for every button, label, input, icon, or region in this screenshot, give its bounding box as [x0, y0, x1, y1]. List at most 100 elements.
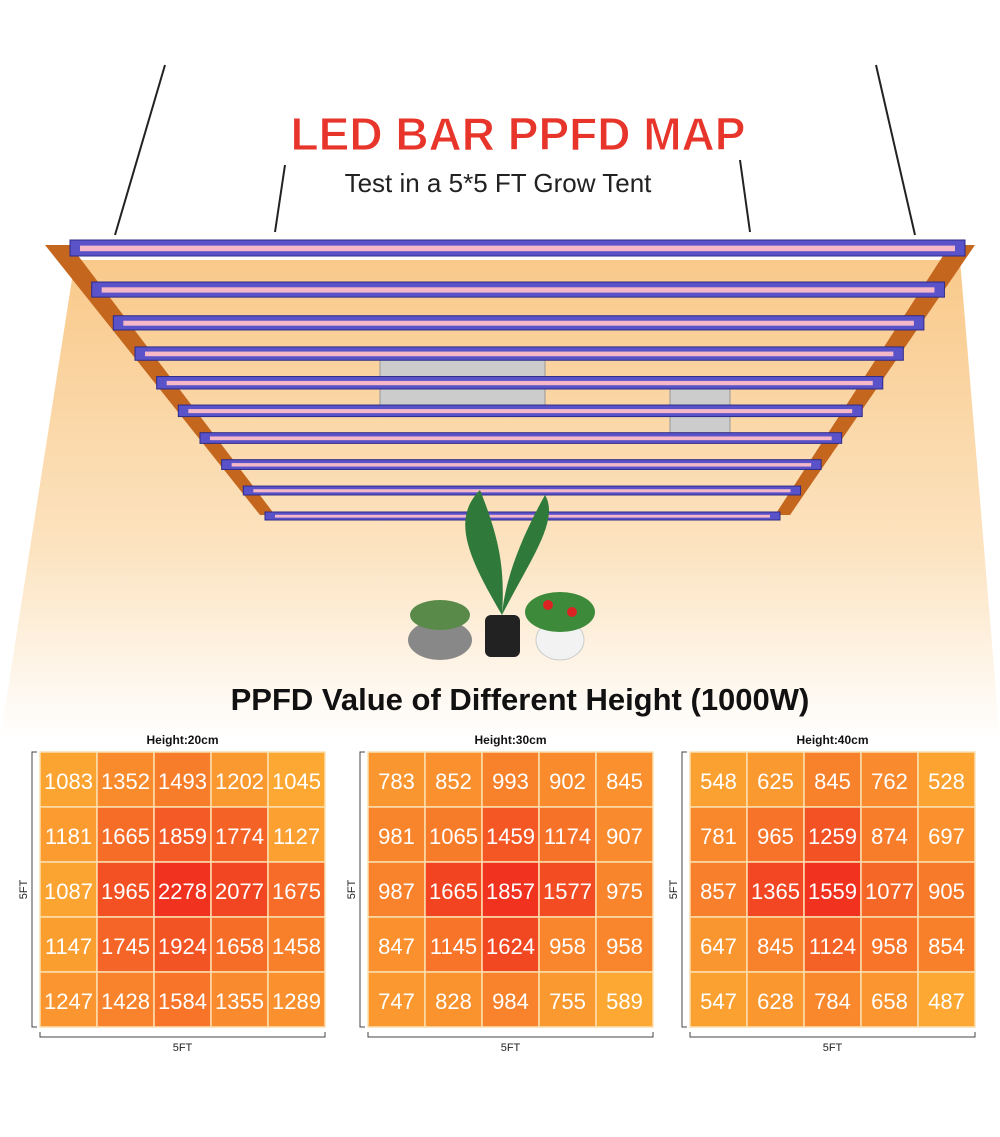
- ppfd-value: 1259: [808, 824, 857, 849]
- ppfd-value: 847: [378, 934, 415, 959]
- heat-cell: [39, 806, 98, 863]
- ppfd-value: 1859: [158, 824, 207, 849]
- hanging-wire: [114, 64, 166, 236]
- ppfd-value: 625: [757, 769, 794, 794]
- heat-cell: [689, 916, 748, 973]
- heat-cell: [267, 806, 326, 863]
- ppfd-value: 2278: [158, 879, 207, 904]
- heat-cell: [917, 861, 976, 918]
- ppfd-value: 1428: [101, 989, 150, 1014]
- heat-cell: [481, 971, 540, 1028]
- ppfd-value: 981: [378, 824, 415, 849]
- heat-cell: [595, 751, 654, 808]
- ppfd-value: 1289: [272, 989, 321, 1014]
- heat-cell: [367, 971, 426, 1028]
- plants: [408, 490, 595, 661]
- heat-cell: [860, 971, 919, 1028]
- ppfd-value: 1127: [273, 824, 320, 849]
- heat-cell: [538, 916, 597, 973]
- led-fixture: [45, 64, 975, 521]
- map-title: Height:20cm: [146, 733, 218, 747]
- side-label: 5FT: [668, 879, 680, 899]
- side-bracket: [359, 751, 365, 1028]
- ppfd-map: Height:40cm 548 625 845 762 528 781 965 1259 874 6…: [668, 733, 976, 1054]
- hanging-wire: [875, 64, 916, 236]
- ppfd-value: 1077: [865, 879, 914, 904]
- heat-cell: [424, 751, 483, 808]
- hanging-wire: [739, 159, 751, 233]
- ppfd-value: 828: [435, 989, 472, 1014]
- led-strip: [166, 380, 873, 386]
- bottom-label: 5FT: [501, 1042, 521, 1054]
- ppfd-value: 845: [606, 769, 643, 794]
- side-label: 5FT: [18, 879, 30, 899]
- heat-cell: [210, 806, 269, 863]
- heat-cell: [424, 916, 483, 973]
- ppfd-value: 2077: [215, 879, 264, 904]
- heat-cell: [96, 861, 155, 918]
- ppfd-value: 1745: [101, 934, 150, 959]
- heat-cell: [481, 806, 540, 863]
- ppfd-value: 1665: [101, 824, 150, 849]
- ppfd-value: 1065: [429, 824, 478, 849]
- section-title: PPFD Value of Different Height (1000W): [231, 682, 810, 717]
- led-strip: [253, 489, 791, 493]
- ppfd-value: 548: [700, 769, 737, 794]
- heat-cell: [367, 806, 426, 863]
- ppfd-value: 628: [757, 989, 794, 1014]
- ppfd-value: 1087: [44, 879, 93, 904]
- heat-cell: [424, 806, 483, 863]
- heat-cell: [210, 751, 269, 808]
- ppfd-value: 845: [814, 769, 851, 794]
- heat-cell: [481, 916, 540, 973]
- led-strip: [80, 245, 955, 252]
- led-strip: [188, 409, 853, 414]
- heat-cell: [803, 971, 862, 1028]
- bottom-label: 5FT: [173, 1042, 193, 1054]
- title: LED BAR PPFD MAP: [291, 108, 746, 160]
- heat-cell: [96, 751, 155, 808]
- pot: [408, 620, 472, 660]
- ppfd-value: 902: [549, 769, 586, 794]
- ppfd-value: 1459: [486, 824, 535, 849]
- ppfd-value: 647: [700, 934, 737, 959]
- plant: [465, 490, 550, 615]
- heat-cell: [153, 861, 212, 918]
- ppfd-value: 1145: [430, 934, 477, 959]
- ppfd-value: 528: [928, 769, 965, 794]
- heat-cell: [210, 916, 269, 973]
- heat-cell: [96, 916, 155, 973]
- ppfd-value: 1559: [808, 879, 857, 904]
- heat-cell: [96, 806, 155, 863]
- led-strip: [275, 514, 770, 518]
- ppfd-value: 984: [492, 989, 529, 1014]
- heat-cell: [538, 806, 597, 863]
- ppfd-value: 1493: [158, 769, 207, 794]
- heat-cell: [39, 971, 98, 1028]
- ppfd-value: 1624: [486, 934, 535, 959]
- heat-cell: [210, 861, 269, 918]
- ppfd-value: 1247: [44, 989, 93, 1014]
- ppfd-value: 987: [378, 879, 415, 904]
- ppfd-value: 905: [928, 879, 965, 904]
- ppfd-value: 658: [871, 989, 908, 1014]
- ppfd-value: 857: [700, 879, 737, 904]
- map-title: Height:30cm: [474, 733, 546, 747]
- ppfd-value: 1045: [272, 769, 321, 794]
- heat-cell: [689, 751, 748, 808]
- ppfd-value: 784: [814, 989, 851, 1014]
- ppfd-value: 845: [757, 934, 794, 959]
- heat-cell: [746, 751, 805, 808]
- ppfd-value: 1181: [45, 824, 92, 849]
- heat-cell: [39, 751, 98, 808]
- heat-cell: [424, 971, 483, 1028]
- heat-cell: [538, 971, 597, 1028]
- heat-cell: [267, 861, 326, 918]
- ppfd-value: 1352: [101, 769, 150, 794]
- bottom-bracket: [367, 1032, 654, 1038]
- ppfd-value: 762: [871, 769, 908, 794]
- ppfd-value: 1665: [429, 879, 478, 904]
- ppfd-value: 589: [606, 989, 643, 1014]
- ppfd-value: 487: [928, 989, 965, 1014]
